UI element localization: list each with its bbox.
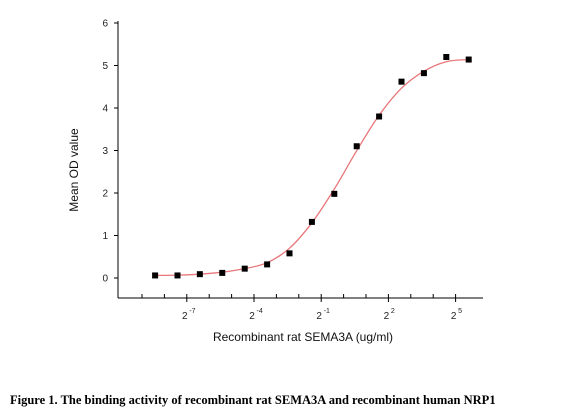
x-tick-label: 2 [384,311,390,322]
x-tick-exponent: -4 [257,308,263,315]
data-point [264,261,271,268]
x-tick-exponent: 2 [391,308,395,315]
data-point [420,70,427,77]
data-point [376,113,383,120]
data-point [286,250,293,257]
data-points [152,54,472,279]
data-point [353,143,360,150]
data-point [219,269,226,276]
y-tick-label: 0 [102,274,108,285]
data-point [465,56,472,63]
data-point [443,54,450,60]
x-tick-label: 2 [182,311,188,322]
x-tick-exponent: -1 [324,308,330,315]
y-tick-label: 5 [102,61,108,72]
data-point [152,272,159,279]
x-tick-exponent: -7 [189,308,195,315]
y-tick-label: 3 [102,146,108,157]
data-point [398,78,405,85]
data-point [196,271,203,278]
data-point [308,218,315,225]
x-tick-exponent: 5 [458,308,462,315]
axes [117,21,483,299]
x-tick-label: 2 [316,311,322,322]
figure-caption: Figure 1. The binding activity of recomb… [10,393,496,407]
y-tick-label: 1 [102,231,108,242]
x-tick-label: 2 [249,311,255,322]
y-tick-label: 4 [102,104,108,115]
y-tick-label: 6 [102,19,108,30]
data-point [174,272,181,279]
y-tick-label: 2 [102,189,108,200]
data-point [241,265,248,272]
x-axis-label: Recombinant rat SEMA3A (ug/ml) [213,330,393,344]
x-tick-label: 2 [451,311,457,322]
y-axis-label: Mean OD value [67,128,81,212]
data-point [331,190,338,197]
fit-curve [155,58,469,277]
